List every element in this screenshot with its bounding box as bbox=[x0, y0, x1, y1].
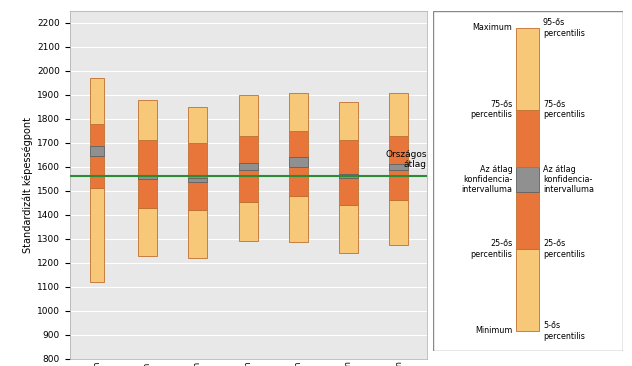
Text: 75-ős
percentilis: 75-ős percentilis bbox=[471, 100, 513, 119]
Bar bbox=[339, 102, 358, 141]
Bar bbox=[389, 136, 408, 164]
Bar bbox=[238, 163, 258, 171]
Bar bbox=[188, 178, 207, 182]
Bar bbox=[389, 93, 408, 136]
Bar bbox=[188, 210, 207, 258]
Bar bbox=[188, 182, 207, 210]
Text: Az átlag
konfidencia-
intervalluma: Az átlag konfidencia- intervalluma bbox=[461, 165, 513, 194]
Text: Maximum: Maximum bbox=[473, 23, 513, 33]
Bar bbox=[389, 164, 408, 171]
Text: 25-ős
percentilis: 25-ős percentilis bbox=[471, 239, 513, 259]
Bar bbox=[238, 95, 258, 136]
Bar bbox=[289, 195, 308, 242]
Bar bbox=[138, 179, 157, 208]
Bar bbox=[238, 171, 258, 202]
Bar bbox=[389, 171, 408, 201]
Bar bbox=[339, 174, 358, 178]
Bar bbox=[238, 136, 258, 163]
Bar bbox=[138, 208, 157, 255]
Bar bbox=[516, 28, 539, 110]
Bar bbox=[238, 202, 258, 241]
Bar bbox=[138, 141, 157, 176]
Bar bbox=[289, 157, 308, 167]
Text: Minimum: Minimum bbox=[475, 326, 513, 335]
Bar bbox=[188, 107, 207, 143]
Bar bbox=[90, 124, 104, 146]
Bar bbox=[138, 100, 157, 141]
Bar bbox=[289, 131, 308, 157]
Bar bbox=[339, 178, 358, 205]
Y-axis label: Standardizált képességpont: Standardizált képességpont bbox=[22, 117, 33, 253]
Text: Országos
átlag: Országos átlag bbox=[385, 150, 427, 169]
Bar bbox=[138, 176, 157, 179]
Bar bbox=[289, 167, 308, 195]
Text: Az átlag
konfidencia-
intervalluma: Az átlag konfidencia- intervalluma bbox=[543, 165, 594, 194]
Text: 95-ős
percentilis: 95-ős percentilis bbox=[543, 18, 585, 38]
Bar bbox=[289, 93, 308, 131]
Bar bbox=[389, 201, 408, 245]
Bar bbox=[90, 156, 104, 188]
Bar bbox=[516, 110, 539, 167]
Bar bbox=[90, 188, 104, 282]
Text: 75-ős
percentilis: 75-ős percentilis bbox=[543, 100, 585, 119]
Bar bbox=[339, 205, 358, 253]
Bar bbox=[516, 167, 539, 191]
Bar bbox=[90, 146, 104, 156]
Text: 5-ős
percentilis: 5-ős percentilis bbox=[543, 321, 585, 341]
Bar bbox=[188, 143, 207, 178]
Bar bbox=[339, 141, 358, 174]
Bar bbox=[516, 191, 539, 249]
Bar bbox=[90, 78, 104, 124]
Text: 25-ős
percentilis: 25-ős percentilis bbox=[543, 239, 585, 259]
Bar bbox=[516, 249, 539, 331]
